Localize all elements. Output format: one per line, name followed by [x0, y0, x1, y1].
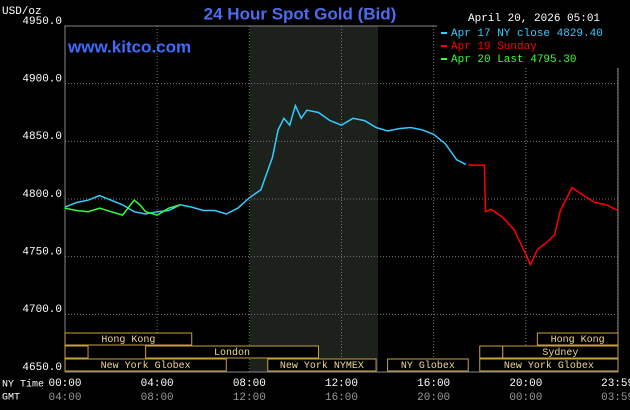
x-tick-label: 20:00	[509, 378, 542, 390]
y-tick-label: 4750.0	[22, 247, 62, 259]
x-tick-label-gmt: 12:00	[233, 392, 266, 404]
y-unit: USD/oz	[2, 6, 42, 18]
x-tick-label: 16:00	[417, 378, 450, 390]
x-tick-label: 00:00	[48, 378, 81, 390]
session-label: Sydney	[542, 347, 578, 359]
watermark: www.kitco.com	[67, 37, 191, 56]
x-tick-label: 12:00	[325, 378, 358, 390]
timestamp: April 20, 2026 05:01	[468, 13, 600, 25]
x-tick-label-gmt: 20:00	[417, 392, 450, 404]
session-box	[267, 358, 377, 372]
x-tick-label-gmt: 16:00	[325, 392, 358, 404]
y-tick-label: 4650.0	[22, 362, 62, 374]
x-row-label: NY Time	[2, 379, 44, 391]
session-label: New York Globex	[504, 360, 594, 372]
y-tick-label: 4850.0	[22, 131, 62, 143]
price-line	[64, 199, 181, 216]
session-box	[387, 358, 469, 372]
legend-label: Apr 17 NY close 4829.40	[451, 28, 603, 40]
session-box	[145, 345, 319, 359]
session-label: London	[214, 347, 250, 359]
x-tick-label-gmt: 03:59	[601, 392, 630, 404]
session-box	[64, 358, 227, 372]
session-box	[479, 358, 619, 372]
session-label: New York NYMEX	[280, 360, 364, 372]
legend-label: Apr 20 Last 4795.30	[451, 54, 576, 66]
legend-box	[437, 25, 620, 68]
y-tick-label: 4950.0	[22, 16, 62, 28]
session-label: NY Globex	[401, 360, 455, 372]
y-tick-label: 4900.0	[22, 74, 62, 86]
y-tick-label: 4800.0	[22, 189, 62, 201]
session-box	[64, 332, 193, 346]
x-tick-label-gmt: 04:00	[48, 392, 81, 404]
x-tick-label: 23:59	[601, 378, 630, 390]
session-box	[536, 332, 619, 346]
plot-frame	[64, 25, 619, 373]
session-box	[479, 345, 504, 359]
session-label: New York Globex	[101, 360, 191, 372]
session-box	[64, 345, 89, 359]
x-row-label: GMT	[2, 393, 20, 404]
x-tick-label-gmt: 00:00	[509, 392, 542, 404]
legend-label: Apr 19 Sunday	[451, 41, 537, 53]
session-label: Hong Kong	[101, 335, 155, 346]
chart-title: 24 Hour Spot Gold (Bid)	[204, 4, 397, 23]
y-tick-label: 4700.0	[22, 304, 62, 316]
price-line	[468, 164, 619, 267]
price-line	[64, 103, 467, 215]
x-tick-label: 04:00	[141, 378, 174, 390]
session-label: Hong Kong	[551, 335, 605, 346]
x-tick-label-gmt: 08:00	[141, 392, 174, 404]
plot-layer: 4650.0 4700.0 4750.0 4800.0 4850.0 4900.0 4950…	[22, 16, 630, 404]
x-tick-label: 08:00	[233, 378, 266, 390]
session-box	[502, 345, 619, 359]
